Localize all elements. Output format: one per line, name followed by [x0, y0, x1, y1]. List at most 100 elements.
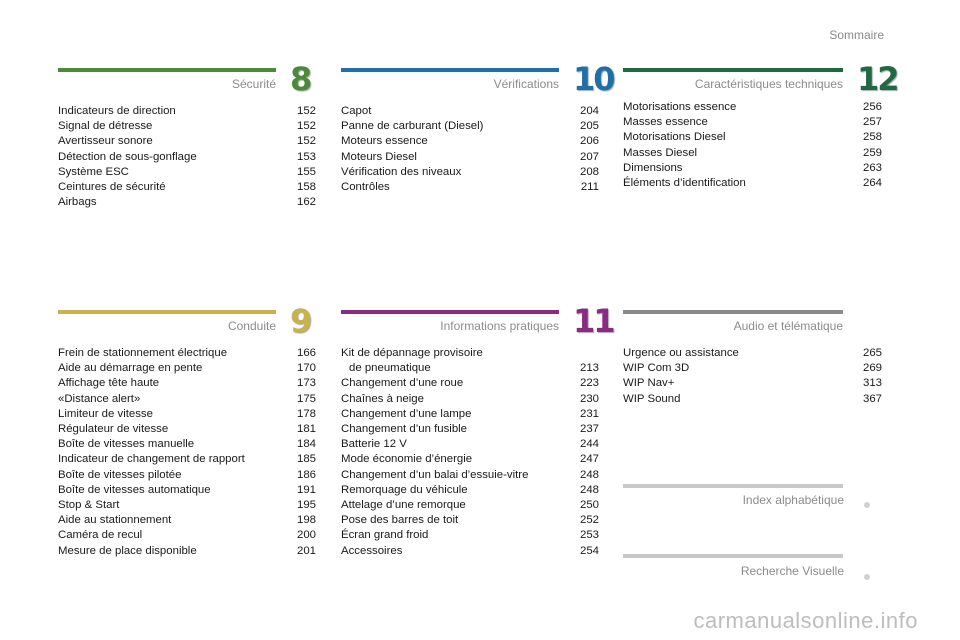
- section-number[interactable]: 9: [290, 302, 312, 340]
- toc-entry-page: 237: [579, 423, 599, 436]
- toc-entry[interactable]: Capot 204: [341, 104, 599, 119]
- toc-entry[interactable]: Boîte de vitesses pilotée 186: [58, 468, 316, 483]
- toc-entry[interactable]: WIP Com 3D 269: [623, 361, 882, 376]
- toc-entry-label: Régulateur de vitesse: [58, 423, 169, 436]
- toc-entry-page: 264: [862, 177, 882, 190]
- toc-entry[interactable]: Urgence ou assistance 265: [623, 346, 882, 361]
- section-number[interactable]: 11: [573, 302, 616, 340]
- toc-entry-page: 186: [296, 468, 316, 481]
- toc-list: Indicateurs de direction 152 Signal de dét…: [58, 104, 316, 210]
- toc-entry-label: Frein de stationnement électrique: [58, 347, 228, 359]
- toc-entry[interactable]: Aide au stationnement 198: [58, 513, 316, 528]
- toc-entry-label: Changement d’une roue: [341, 377, 464, 390]
- toc-list: Motorisations essence 256 Masses essence 25…: [623, 100, 882, 191]
- toc-entry-label: Changement d’une lampe: [341, 407, 472, 420]
- toc-entry[interactable]: Changement d’un balai d’essuie-vitre 248: [341, 468, 599, 483]
- toc-entry[interactable]: Chaînes à neige 230: [341, 392, 599, 407]
- toc-entry-page: 185: [296, 453, 316, 466]
- toc-entry-page: 195: [296, 499, 316, 512]
- toc-entry[interactable]: Changement d’une lampe 231: [341, 407, 599, 422]
- toc-entry-label: Détection de sous-gonflage: [58, 150, 197, 163]
- toc-entry-page: 166: [296, 347, 316, 359]
- toc-entry-label: Airbags: [58, 196, 97, 209]
- toc-entry[interactable]: Masses Diesel 259: [623, 146, 882, 161]
- toc-entry[interactable]: Changement d’un fusible 237: [341, 422, 599, 437]
- section-number[interactable]: 12: [857, 60, 900, 98]
- toc-entry[interactable]: Masses essence 257: [623, 115, 882, 130]
- toc-entry[interactable]: Écran grand froid 253: [341, 528, 599, 543]
- toc-entry-label: Stop & Start: [58, 499, 120, 512]
- section-number[interactable]: 10: [573, 60, 616, 98]
- toc-entry-label: Capot: [341, 105, 372, 117]
- toc-entry[interactable]: Signal de détresse 152: [58, 119, 316, 134]
- toc-entry[interactable]: Ceintures de sécurité 158: [58, 180, 316, 195]
- section-title: Vérifications: [493, 77, 559, 91]
- toc-entry[interactable]: Mode économie d’énergie 247: [341, 452, 599, 467]
- toc-entry[interactable]: Batterie 12 V 244: [341, 437, 599, 452]
- toc-entry[interactable]: Indicateur de changement de rapport 185: [58, 452, 316, 467]
- toc-entry-page: 205: [579, 120, 599, 133]
- toc-entry-label: Kit de dépannage provisoire: [341, 347, 483, 359]
- toc-entry[interactable]: Kit de dépannage provisoire de pneumatiqu…: [341, 346, 599, 376]
- toc-entry[interactable]: Remorquage du véhicule 248: [341, 483, 599, 498]
- toc-entry[interactable]: Limiteur de vitesse 178: [58, 407, 316, 422]
- toc-entry-page: 269: [862, 362, 882, 375]
- toc-entry-page: 252: [579, 514, 599, 527]
- toc-entry-page: 223: [579, 377, 599, 390]
- toc-entry-label: Vérification des niveaux: [341, 165, 462, 178]
- section-title: Audio et télématique: [733, 319, 843, 333]
- toc-entry[interactable]: Attelage d’une remorque 250: [341, 498, 599, 513]
- toc-entry[interactable]: Stop & Start 195: [58, 498, 316, 513]
- toc-entry[interactable]: Dimensions 263: [623, 161, 882, 176]
- toc-entry[interactable]: Pose des barres de toit 252: [341, 513, 599, 528]
- toc-entry[interactable]: «Distance alert» 175: [58, 392, 316, 407]
- toc-entry[interactable]: Moteurs essence 206: [341, 134, 599, 149]
- toc-entry-label: Urgence ou assistance: [623, 347, 739, 359]
- toc-entry[interactable]: Système ESC 155: [58, 165, 316, 180]
- toc-entry[interactable]: Boîte de vitesses manuelle 184: [58, 437, 316, 452]
- toc-entry[interactable]: Airbags 162: [58, 195, 316, 210]
- toc-entry[interactable]: WIP Nav+ 313: [623, 376, 882, 391]
- toc-entry[interactable]: Accessoires 254: [341, 544, 599, 559]
- toc-entry[interactable]: Caméra de recul 200: [58, 528, 316, 543]
- toc-entry[interactable]: Changement d’une roue 223: [341, 376, 599, 391]
- toc-entry-page: 248: [579, 483, 599, 496]
- toc-entry[interactable]: Avertisseur sonore 152: [58, 134, 316, 149]
- toc-entry-page: 155: [296, 165, 316, 178]
- toc-entry-label: Boîte de vitesses pilotée: [58, 468, 182, 481]
- toc-entry[interactable]: Affichage tête haute 173: [58, 376, 316, 391]
- toc-entry[interactable]: Contrôles 211: [341, 180, 599, 195]
- toc-entry-page: 152: [296, 120, 316, 133]
- toc-entry-page: 170: [296, 362, 316, 375]
- toc-entry[interactable]: Éléments d’identification 264: [623, 176, 882, 191]
- toc-entry-label: Boîte de vitesses automatique: [58, 483, 211, 496]
- toc-entry[interactable]: Régulateur de vitesse 181: [58, 422, 316, 437]
- section-title: Caractéristiques techniques: [694, 77, 843, 91]
- toc-entry[interactable]: Motorisations Diesel 258: [623, 130, 882, 145]
- toc-entry[interactable]: Boîte de vitesses automatique 191: [58, 483, 316, 498]
- toc-entry-label: Masses essence: [623, 116, 708, 129]
- recherche-bar: [623, 554, 843, 558]
- sommaire-link[interactable]: Sommaire: [829, 28, 884, 42]
- toc-entry-page: 152: [296, 135, 316, 148]
- toc-entry[interactable]: Frein de stationnement électrique 166: [58, 346, 316, 361]
- toc-entry-page: 198: [296, 514, 316, 527]
- toc-list: Capot 204 Panne de carburant (Diesel) 205 Mo…: [341, 104, 599, 195]
- toc-entry[interactable]: Moteurs Diesel 207: [341, 150, 599, 165]
- toc-entry-label: Changement d’un balai d’essuie-vitre: [341, 468, 529, 481]
- toc-entry[interactable]: Vérification des niveaux 208: [341, 165, 599, 180]
- toc-entry[interactable]: Détection de sous-gonflage 153: [58, 150, 316, 165]
- toc-entry-page: 204: [579, 105, 599, 117]
- toc-entry[interactable]: Motorisations essence 256: [623, 100, 882, 115]
- section-number[interactable]: 8: [290, 60, 312, 98]
- toc-entry[interactable]: Aide au démarrage en pente 170: [58, 361, 316, 376]
- toc-entry[interactable]: Indicateurs de direction 152: [58, 104, 316, 119]
- toc-entry[interactable]: Mesure de place disponible 201: [58, 544, 316, 559]
- toc-entry[interactable]: Panne de carburant (Diesel) 205: [341, 119, 599, 134]
- toc-entry-label: Dimensions: [623, 161, 683, 174]
- index-alphabetique-link[interactable]: Index alphabétique: [742, 493, 844, 507]
- toc-entry-page: 213: [579, 362, 599, 375]
- section-bar: [623, 68, 843, 72]
- toc-entry[interactable]: WIP Sound 367: [623, 392, 882, 407]
- recherche-visuelle-link[interactable]: Recherche Visuelle: [740, 564, 844, 578]
